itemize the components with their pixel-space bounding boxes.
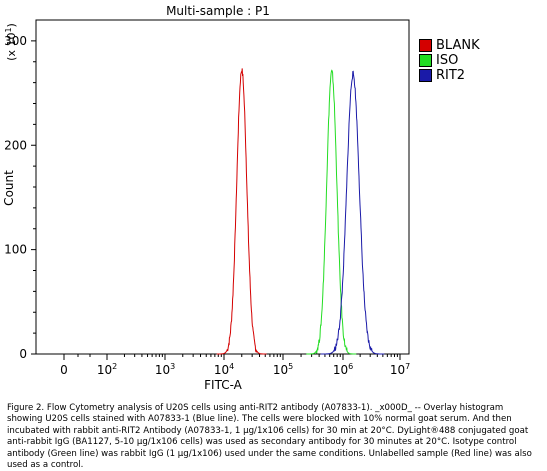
x-tick-label: 107	[390, 362, 410, 377]
legend: BLANK ISO RIT2	[419, 38, 480, 83]
chart-title: Multi-sample : P1	[166, 4, 270, 18]
legend-label: RIT2	[436, 68, 466, 83]
legend-label: BLANK	[436, 38, 480, 53]
y-axis: 0 100 200 300	[4, 34, 36, 361]
legend-item-rit2: RIT2	[419, 68, 480, 83]
figure-caption: Figure 2. Flow Cytometry analysis of U20…	[7, 403, 532, 471]
series-line-blank	[216, 68, 267, 355]
x-tick-label: 105	[273, 362, 293, 377]
series-line-iso	[306, 69, 357, 355]
legend-item-iso: ISO	[419, 53, 480, 68]
flow-cytometry-histogram: Multi-sample : P1 0 100 200 300 0 102 103 104 1…	[2, 4, 410, 392]
y-tick-label: 300	[4, 34, 27, 48]
series-line-rit2	[320, 70, 385, 355]
x-axis-label: FITC-A	[204, 378, 243, 392]
legend-swatch	[419, 69, 432, 82]
x-tick-label: 104	[214, 362, 234, 377]
legend-swatch	[419, 54, 432, 67]
y-tick-label: 0	[19, 347, 27, 361]
x-axis: 0 102 103 104 105 106 107	[60, 354, 410, 377]
series-layer	[216, 68, 385, 355]
y-tick-label: 200	[4, 138, 27, 152]
x-tick-label: 0	[60, 363, 68, 377]
y-tick-label: 100	[4, 243, 27, 257]
y-multiplier-label: (x 101)	[4, 23, 18, 61]
legend-swatch	[419, 39, 432, 52]
y-axis-label: Count	[2, 170, 16, 206]
x-tick-label: 102	[97, 362, 117, 377]
legend-item-blank: BLANK	[419, 38, 480, 53]
legend-label: ISO	[436, 53, 459, 68]
x-tick-label: 103	[155, 362, 175, 377]
x-tick-label: 106	[333, 362, 353, 377]
plot-frame	[35, 19, 410, 355]
